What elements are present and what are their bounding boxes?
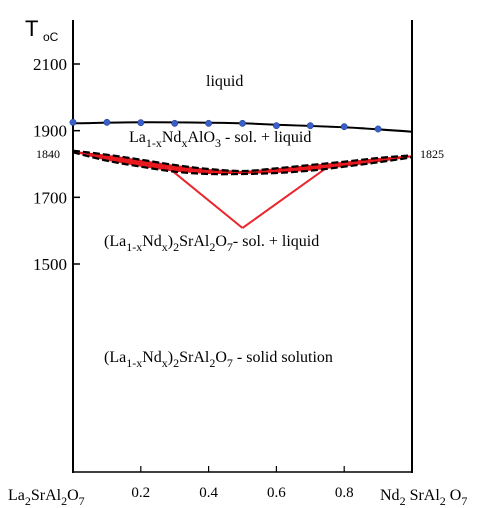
liquidus-data-point <box>137 119 145 127</box>
rl-solid-c: ) <box>168 349 173 366</box>
y-tick-label: 1500 <box>33 255 67 274</box>
el-right-mid: SrAl <box>406 487 441 504</box>
rl-solid-b-sub: x <box>162 356 168 370</box>
y-ticks-group: 2100 1900 1700 1500 <box>33 55 80 274</box>
liquidus-data-point <box>239 119 246 127</box>
rl-perov-d: - sol. + liquid <box>221 129 311 146</box>
rl-solid-c-sub: 2 <box>173 356 179 370</box>
x-tick-label: 0.6 <box>267 485 286 501</box>
rl-perov-b-sub: x <box>181 136 187 150</box>
liquidus-data-point <box>374 125 382 133</box>
rl-solid-e-sub: 7 <box>227 356 233 370</box>
rl-two-a-sub: 1-x <box>126 240 142 254</box>
el-left-s3: 7 <box>79 494 85 508</box>
el-right-s2: 2 <box>440 494 446 508</box>
liquidus-data-point <box>340 123 348 131</box>
rl-perov-a: La <box>129 129 146 146</box>
y-tick-label: 2100 <box>33 55 67 74</box>
y-axis-title: T <box>25 16 38 41</box>
rl-two-c: ) <box>168 233 173 250</box>
x-ticks-group: 0.2 0.4 0.6 0.8 <box>131 466 354 501</box>
region-label-two-phase: (La1-xNdx)2SrAl2O7- sol. + liquid <box>104 233 319 254</box>
lower-boundary-line <box>72 151 413 176</box>
liquidus-data-point <box>272 122 280 130</box>
el-right-s1: 2 <box>400 494 406 508</box>
el-left-base: La <box>8 487 25 504</box>
rl-two-a: (La <box>104 233 126 250</box>
rl-solid-a-sub: 1-x <box>126 356 142 370</box>
el-left-mid: SrAl <box>31 487 62 504</box>
liquidus-data-point <box>306 122 314 130</box>
upper-boundary-line <box>72 149 413 173</box>
el-right-s3: 7 <box>461 494 467 508</box>
rl-solid-a: (La <box>104 349 126 366</box>
x-tick-label: 0.2 <box>131 485 150 501</box>
el-right-end: O <box>446 487 462 504</box>
right-endpoint-label: 1825 <box>420 147 444 161</box>
rl-two-d-sub: 2 <box>209 240 215 254</box>
rl-two-c-sub: 2 <box>173 240 179 254</box>
region-label-perovskite: La1-xNdxAlO3 - sol. + liquid <box>129 129 311 150</box>
region-label-liquid: liquid <box>206 73 243 90</box>
pointer-line <box>167 166 244 229</box>
rl-two-f: - sol. + liquid <box>233 233 319 250</box>
x-tick-label: 0.8 <box>335 485 354 501</box>
y-tick-label: 1700 <box>33 188 67 207</box>
rl-solid-b: Nd <box>142 349 162 366</box>
rl-solid-d: SrAl <box>179 349 210 366</box>
el-left-s1: 2 <box>25 494 31 508</box>
rl-two-e-sub: 7 <box>227 240 233 254</box>
el-right-base: Nd <box>380 487 400 504</box>
rl-perov-c-sub: 3 <box>215 136 221 150</box>
left-endpoint-label: 1840 <box>36 147 60 161</box>
x-label-left-endmember: La2SrAl2O7 <box>8 487 85 508</box>
rl-two-b: Nd <box>142 233 162 250</box>
el-left-end: O <box>67 487 79 504</box>
rl-solid-d-sub: 2 <box>209 356 215 370</box>
rl-perov-a-sub: 1-x <box>146 136 162 150</box>
x-label-right-endmember: Nd2 SrAl2 O7 <box>380 487 467 508</box>
pointer-line <box>241 166 328 229</box>
liquidus-data-point <box>205 119 213 127</box>
rl-two-b-sub: x <box>162 240 168 254</box>
rl-perov-c: AlO <box>187 129 215 146</box>
y-axis-unit: oC <box>43 30 59 44</box>
rl-solid-f: - solid solution <box>233 349 333 366</box>
region-label-solid: (La1-xNdx)2SrAl2O7 - solid solution <box>104 349 333 370</box>
x-tick-label: 0.4 <box>199 485 218 501</box>
el-left-s2: 2 <box>61 494 67 508</box>
rl-solid-e: O <box>215 349 227 366</box>
data-points-group <box>69 118 382 133</box>
liquidus-data-point <box>69 118 77 126</box>
rl-perov-b: Nd <box>162 129 182 146</box>
rl-two-d: SrAl <box>179 233 210 250</box>
rl-two-e: O <box>215 233 227 250</box>
y-tick-label: 1900 <box>33 122 67 141</box>
liquidus-data-point <box>103 118 111 126</box>
pointer-lines-group <box>167 166 328 229</box>
liquidus-data-point <box>171 119 179 127</box>
